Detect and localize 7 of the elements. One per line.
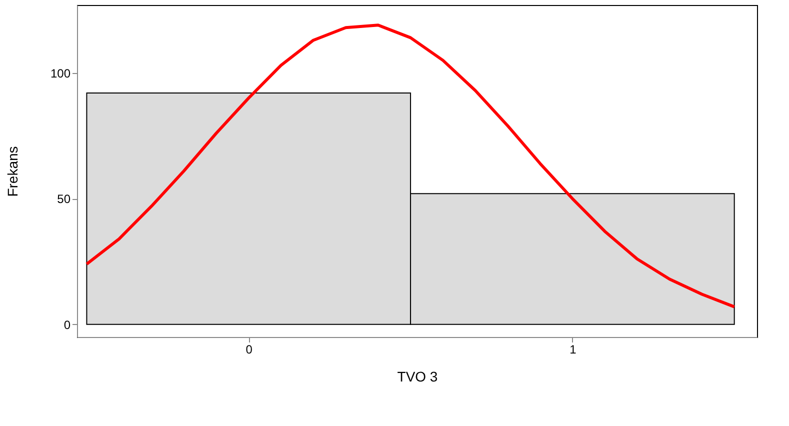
y-tick-label: 50 xyxy=(57,192,71,206)
x-tick-label: 1 xyxy=(570,342,577,356)
line-series xyxy=(85,24,736,308)
y-tick-label: 0 xyxy=(64,318,71,332)
y-tick-label: 100 xyxy=(50,66,71,80)
x-axis-title: TVO 3 xyxy=(397,368,438,384)
y-axis-title: Frekans xyxy=(4,146,20,197)
